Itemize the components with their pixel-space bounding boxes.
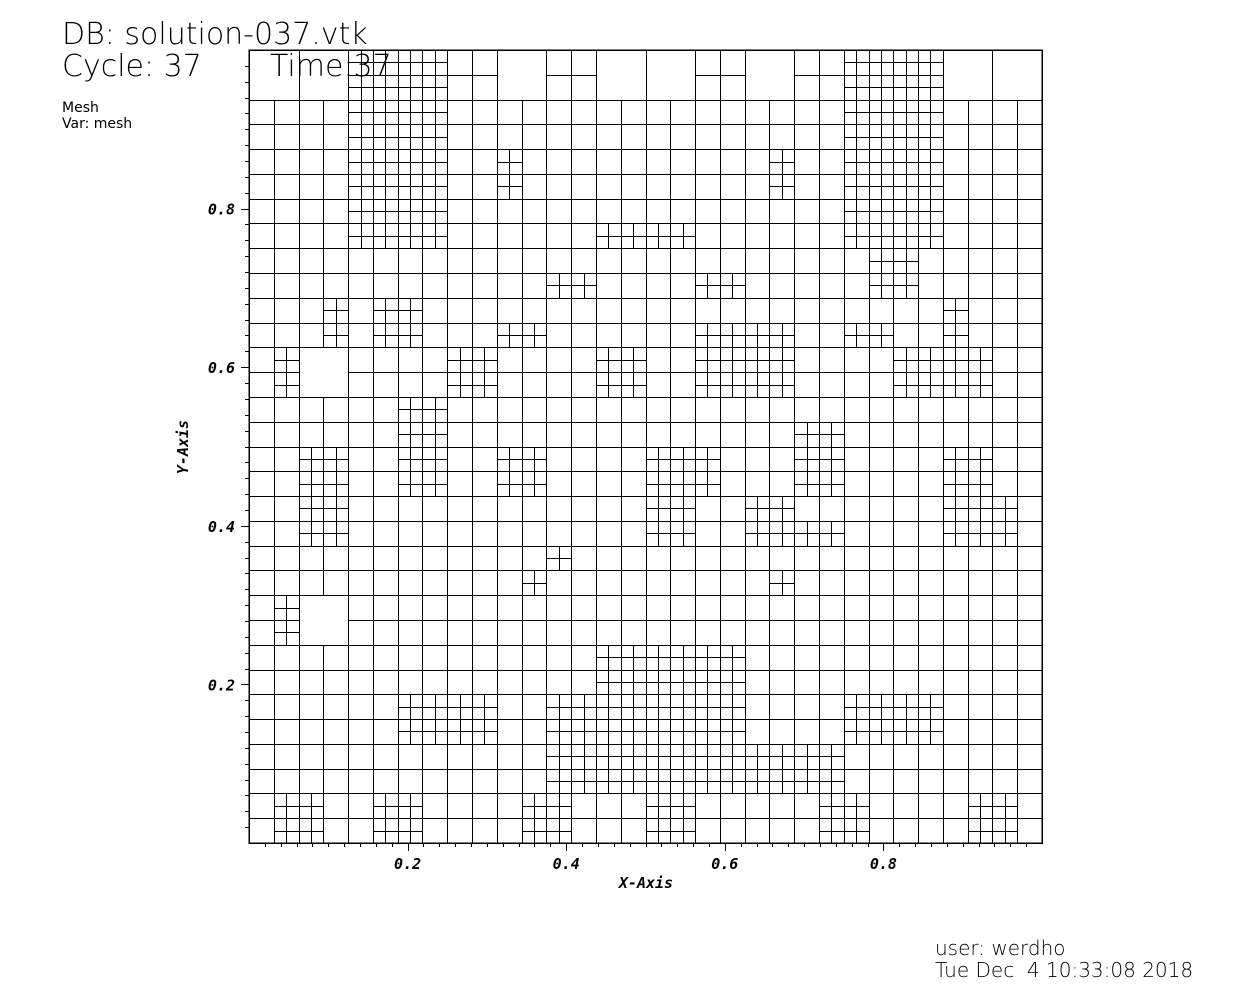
plot-type-label: Mesh (62, 100, 99, 116)
time-label: Time:37 (270, 49, 392, 84)
plot-variable-label: Var: mesh (62, 116, 133, 132)
mesh-grid (249, 50, 1043, 844)
cycle-label: Cycle: 37 (62, 49, 202, 84)
database-title: DB: solution-037.vtk (62, 17, 368, 52)
